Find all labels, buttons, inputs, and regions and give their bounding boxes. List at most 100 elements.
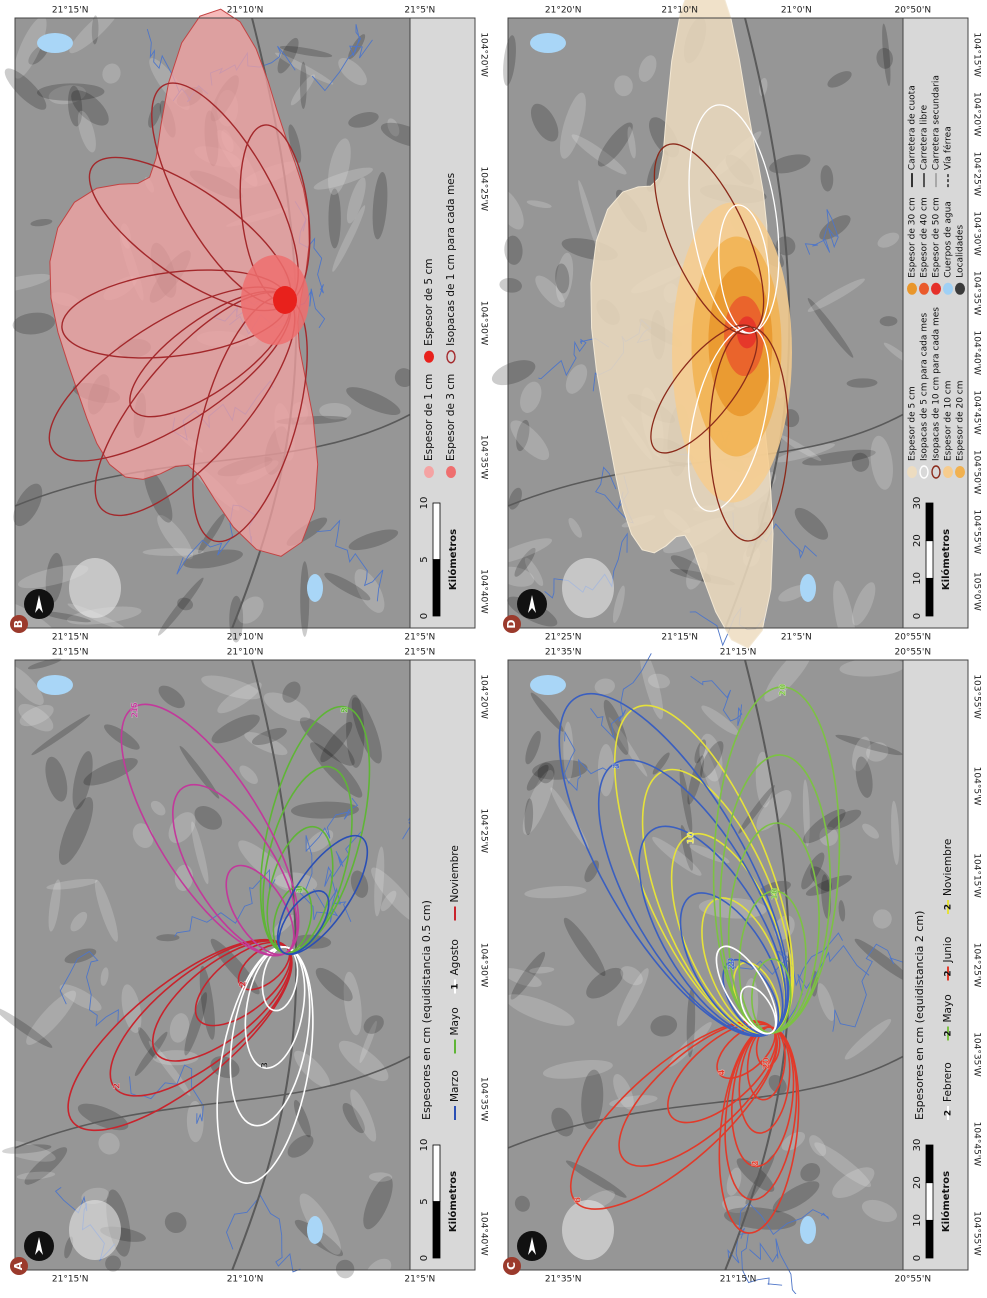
scale-tick-label: 20 [912,1176,923,1189]
lake [307,1216,323,1244]
scale-bar-segment [926,1145,933,1183]
lake [37,33,73,53]
contour-label: 1 [131,707,141,713]
longitude-label: 104°55'W [972,1211,982,1256]
lake [530,675,566,695]
legend-swatch-label: 1 [451,983,461,989]
contour-label: 2 [239,981,249,987]
latitude-label: 21°5'N [781,633,812,643]
latitude-label: 21°10'N [227,6,264,16]
scale-tick-label: 5 [419,1198,430,1204]
contour-label: 10 [686,832,696,845]
legend-label: Agosto [449,939,461,975]
scale-bar-segment [926,578,933,616]
scale-bar-segment [926,1183,933,1221]
latitude-label: 21°15'N [661,633,698,643]
legend-label: Noviembre [449,845,461,902]
legend-title: Espesores en cm (equidistancia 0.5 cm) [420,900,433,1120]
legend-label: Espesor de 5 cm [423,259,435,346]
legend-swatch [931,283,941,295]
legend-label: Espesor de 3 cm [445,374,457,461]
contour-label: 10 [771,888,781,901]
scale-tick-label: 10 [419,1139,430,1152]
legend-swatch-label: 2 [944,904,954,910]
longitude-label: 104°45'W [972,390,982,435]
legend-label: Marzo [449,1070,461,1102]
legend-label: Espesor de 5 cm [908,386,918,461]
latitude-label: 21°10'N [227,648,264,658]
scale-label: Kilómetros [940,529,952,590]
latitude-label: 21°5'N [404,1275,435,1285]
latitude-label: 21°15'N [52,633,89,643]
panel-letter: D [505,619,518,628]
legend-label: Espesor de 30 cm [908,197,918,278]
scale-tick-label: 0 [912,1255,923,1261]
latitude-label: 21°10'N [227,1275,264,1285]
scale-tick-label: 30 [912,497,923,510]
panel-letter: A [12,1261,25,1270]
panel-letter: B [12,620,25,628]
panel-letter: C [505,1262,518,1270]
legend-label: Febrero [942,1062,954,1102]
latitude-label: 21°10'N [227,633,264,643]
scale-label: Kilómetros [940,1171,952,1232]
scale-bar-segment [433,503,440,560]
relief-shade [300,62,307,109]
legend-swatch-label: 2 [944,970,954,976]
latitude-label: 21°5'N [404,648,435,658]
latitude-label: 21°10'N [661,6,698,16]
legend-swatch [955,466,965,478]
longitude-label: 104°35'W [972,271,982,316]
latitude-label: 21°25'N [545,633,582,643]
scale-bar-segment [433,1145,440,1202]
legend-label: Noviembre [942,839,954,896]
longitude-label: 104°55'W [972,509,982,554]
contour-label: 20 [779,684,789,697]
legend-label: Espesor de 50 cm [932,197,942,278]
longitude-label: 104°5'W [972,767,982,806]
latitude-label: 21°15'N [720,1275,757,1285]
contour-label: 3 [261,1062,271,1068]
legend-swatch [955,283,965,295]
legend-label: Carretera secundaria [932,75,942,170]
longitude-label: 104°35'W [479,435,489,480]
legend-swatch [907,283,917,295]
legend-label: Junio [942,937,954,964]
latitude-label: 21°5'N [404,6,435,16]
longitude-label: 104°15'W [972,853,982,898]
map-panel: 0102030KilómetrosEspesor de 5 cmIsopacas… [487,0,968,656]
latitude-label: 21°35'N [545,1275,582,1285]
contour-label: 2 [341,707,351,713]
scale-label: Kilómetros [447,529,459,590]
scale-bar-segment [926,503,933,541]
scale-tick-label: 0 [419,613,430,619]
legend-box [410,18,475,628]
lake [530,33,566,53]
legend-label: Isopacas de 5 cm para cada mes [920,312,930,461]
map-panel: 24681020241020246102410200102030Kilómetr… [501,638,968,1294]
scale-tick-label: 10 [912,572,923,585]
lake [800,1216,816,1244]
contour-label: 6 [574,1197,584,1203]
latitude-label: 20°50'N [894,6,931,16]
legend-label: Espesor de 1 cm [423,374,435,461]
relief-shade [328,188,340,248]
longitude-label: 104°30'W [479,301,489,346]
thickness-5cm [273,286,297,314]
legend-label: Carretera libre [920,104,930,170]
longitude-label: 104°25'W [479,167,489,212]
scale-tick-label: 10 [912,1214,923,1227]
longitude-label: 104°30'W [479,943,489,988]
legend-swatch [943,466,953,478]
legend-swatch [446,466,456,478]
legend-swatch-label: 2 [944,1110,954,1116]
latitude-label: 21°0'N [781,6,812,16]
legend-label: Carretera de cuota [908,85,918,170]
legend-label: Espesor de 40 cm [920,197,930,278]
longitude-label: 104°25'W [972,943,982,988]
longitude-label: 105°0'W [972,572,982,611]
longitude-label: 104°40'W [479,1211,489,1256]
legend-swatch [424,466,434,478]
map-panel: 0510KilómetrosEspesor de 1 cmEspesor de … [0,0,475,653]
latitude-label: 21°5'N [404,633,435,643]
